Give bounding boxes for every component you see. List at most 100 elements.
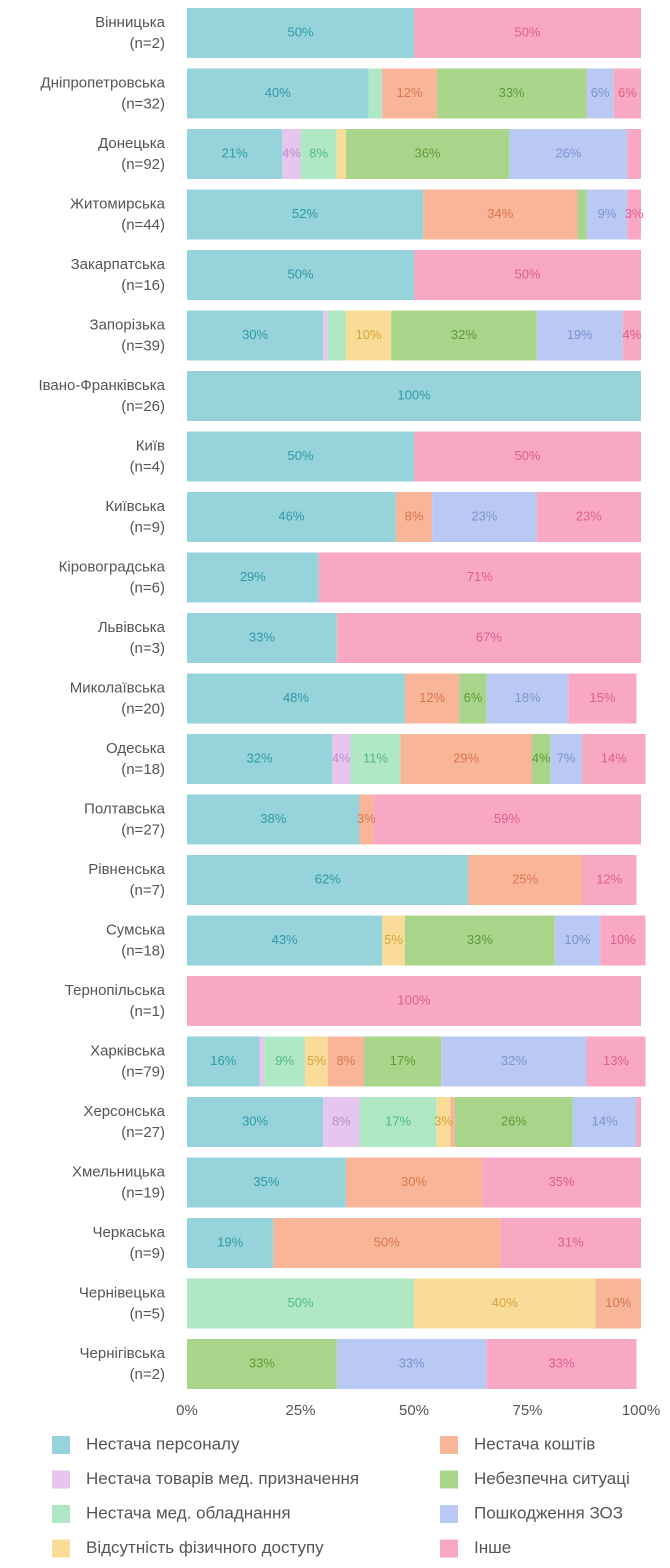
bar-segment [187, 1339, 337, 1389]
category-count: (n=6) [130, 579, 165, 596]
bar-segment [187, 1097, 324, 1147]
bar-segment [187, 734, 333, 784]
bar-segment [323, 310, 328, 361]
bar-segment [364, 1036, 442, 1087]
legend-swatch [440, 1505, 458, 1523]
value-label: 9% [275, 1053, 294, 1068]
value-label: 10% [564, 932, 590, 947]
bar-segment [327, 310, 346, 361]
category-count: (n=1) [130, 1003, 165, 1020]
bar-segment [404, 915, 555, 966]
bar-segment [259, 1036, 265, 1087]
value-label: 33% [249, 1355, 275, 1370]
bar-segment [187, 613, 337, 663]
bar-segment [482, 1157, 641, 1208]
bar-segment [586, 68, 614, 119]
bar-segment [282, 129, 301, 179]
bar-segment [459, 673, 487, 724]
bar-segment [264, 1036, 306, 1087]
bar-segment [572, 1097, 637, 1147]
bar-segment [395, 492, 433, 542]
value-label: 15% [589, 690, 615, 705]
value-label: 19% [567, 327, 593, 342]
bar-segment [468, 855, 582, 905]
category-count: (n=9) [130, 1245, 165, 1262]
bar-segment [509, 129, 628, 179]
category-label: Вінницька [95, 14, 166, 31]
value-label: 50% [514, 24, 540, 39]
bar-segment [436, 1097, 451, 1147]
bar-segment [300, 129, 337, 179]
bar-segment [423, 189, 578, 240]
value-label: 5% [384, 932, 403, 947]
category-label: Хмельницька [72, 1163, 166, 1180]
bar-segment [345, 129, 510, 179]
value-label: 26% [501, 1113, 527, 1128]
category-label: Тернопільська [65, 982, 166, 999]
category-label: Запорізька [90, 316, 166, 333]
value-label: 40% [265, 85, 291, 100]
value-label: 6% [591, 85, 610, 100]
value-label: 52% [292, 206, 318, 221]
value-label: 100% [397, 387, 431, 402]
category-count: (n=2) [130, 1366, 165, 1383]
bar-segment [327, 1036, 365, 1087]
x-tick-label: 0% [176, 1402, 198, 1419]
value-label: 6% [618, 85, 637, 100]
bar-segment [536, 310, 623, 361]
value-label: 32% [247, 750, 273, 765]
legend-label: Відсутність фізичного доступу [86, 1538, 324, 1557]
bar-segment [554, 915, 601, 966]
bar-segment [627, 189, 641, 240]
bar-segment [187, 1218, 274, 1268]
category-label: Житомирська [70, 195, 166, 212]
bar-segment [532, 734, 551, 784]
value-label: 5% [307, 1053, 326, 1068]
category-label: Чернігівська [80, 1345, 166, 1362]
bar-segment [187, 673, 405, 724]
value-label: 38% [260, 811, 286, 826]
value-label: 4% [532, 750, 551, 765]
value-label: 30% [242, 327, 268, 342]
x-tick-label: 100% [622, 1402, 660, 1419]
bar-segment [187, 1157, 346, 1208]
value-label: 4% [282, 145, 301, 160]
category-label: Херсонська [83, 1103, 165, 1120]
legend-label: Небезпечна ситуаці [474, 1469, 630, 1488]
value-label: 35% [253, 1174, 279, 1189]
bar-segment [359, 794, 374, 845]
value-label: 30% [401, 1174, 427, 1189]
category-count: (n=32) [121, 95, 165, 112]
value-label: 14% [592, 1113, 618, 1128]
value-label: 10% [356, 327, 382, 342]
legend-label: Інше [474, 1538, 511, 1557]
bar-segment [486, 1339, 637, 1389]
value-label: 8% [337, 1053, 356, 1068]
value-label: 19% [217, 1234, 243, 1249]
category-count: (n=7) [130, 882, 165, 899]
bar-segment [622, 310, 641, 361]
category-label: Полтавська [84, 800, 166, 817]
legend-swatch [440, 1470, 458, 1489]
bar-segment [577, 189, 587, 240]
category-count: (n=2) [130, 35, 165, 52]
category-label: Івано-Франківська [38, 377, 165, 394]
value-label: 8% [332, 1113, 351, 1128]
bar-segment [404, 673, 460, 724]
value-label: 50% [514, 448, 540, 463]
value-label: 23% [471, 508, 497, 523]
value-label: 43% [272, 932, 298, 947]
bar-segment [400, 734, 533, 784]
category-label: Сумська [106, 921, 166, 938]
value-label: 29% [240, 569, 266, 584]
category-count: (n=79) [121, 1063, 165, 1080]
category-label: Київ [136, 437, 165, 454]
value-label: 4% [623, 327, 642, 342]
bar-segment [436, 68, 587, 119]
category-count: (n=44) [121, 216, 165, 233]
value-label: 33% [467, 932, 493, 947]
bar-segment [368, 68, 383, 119]
legend-label: Нестача персоналу [86, 1434, 240, 1453]
bar-segment [332, 734, 351, 784]
